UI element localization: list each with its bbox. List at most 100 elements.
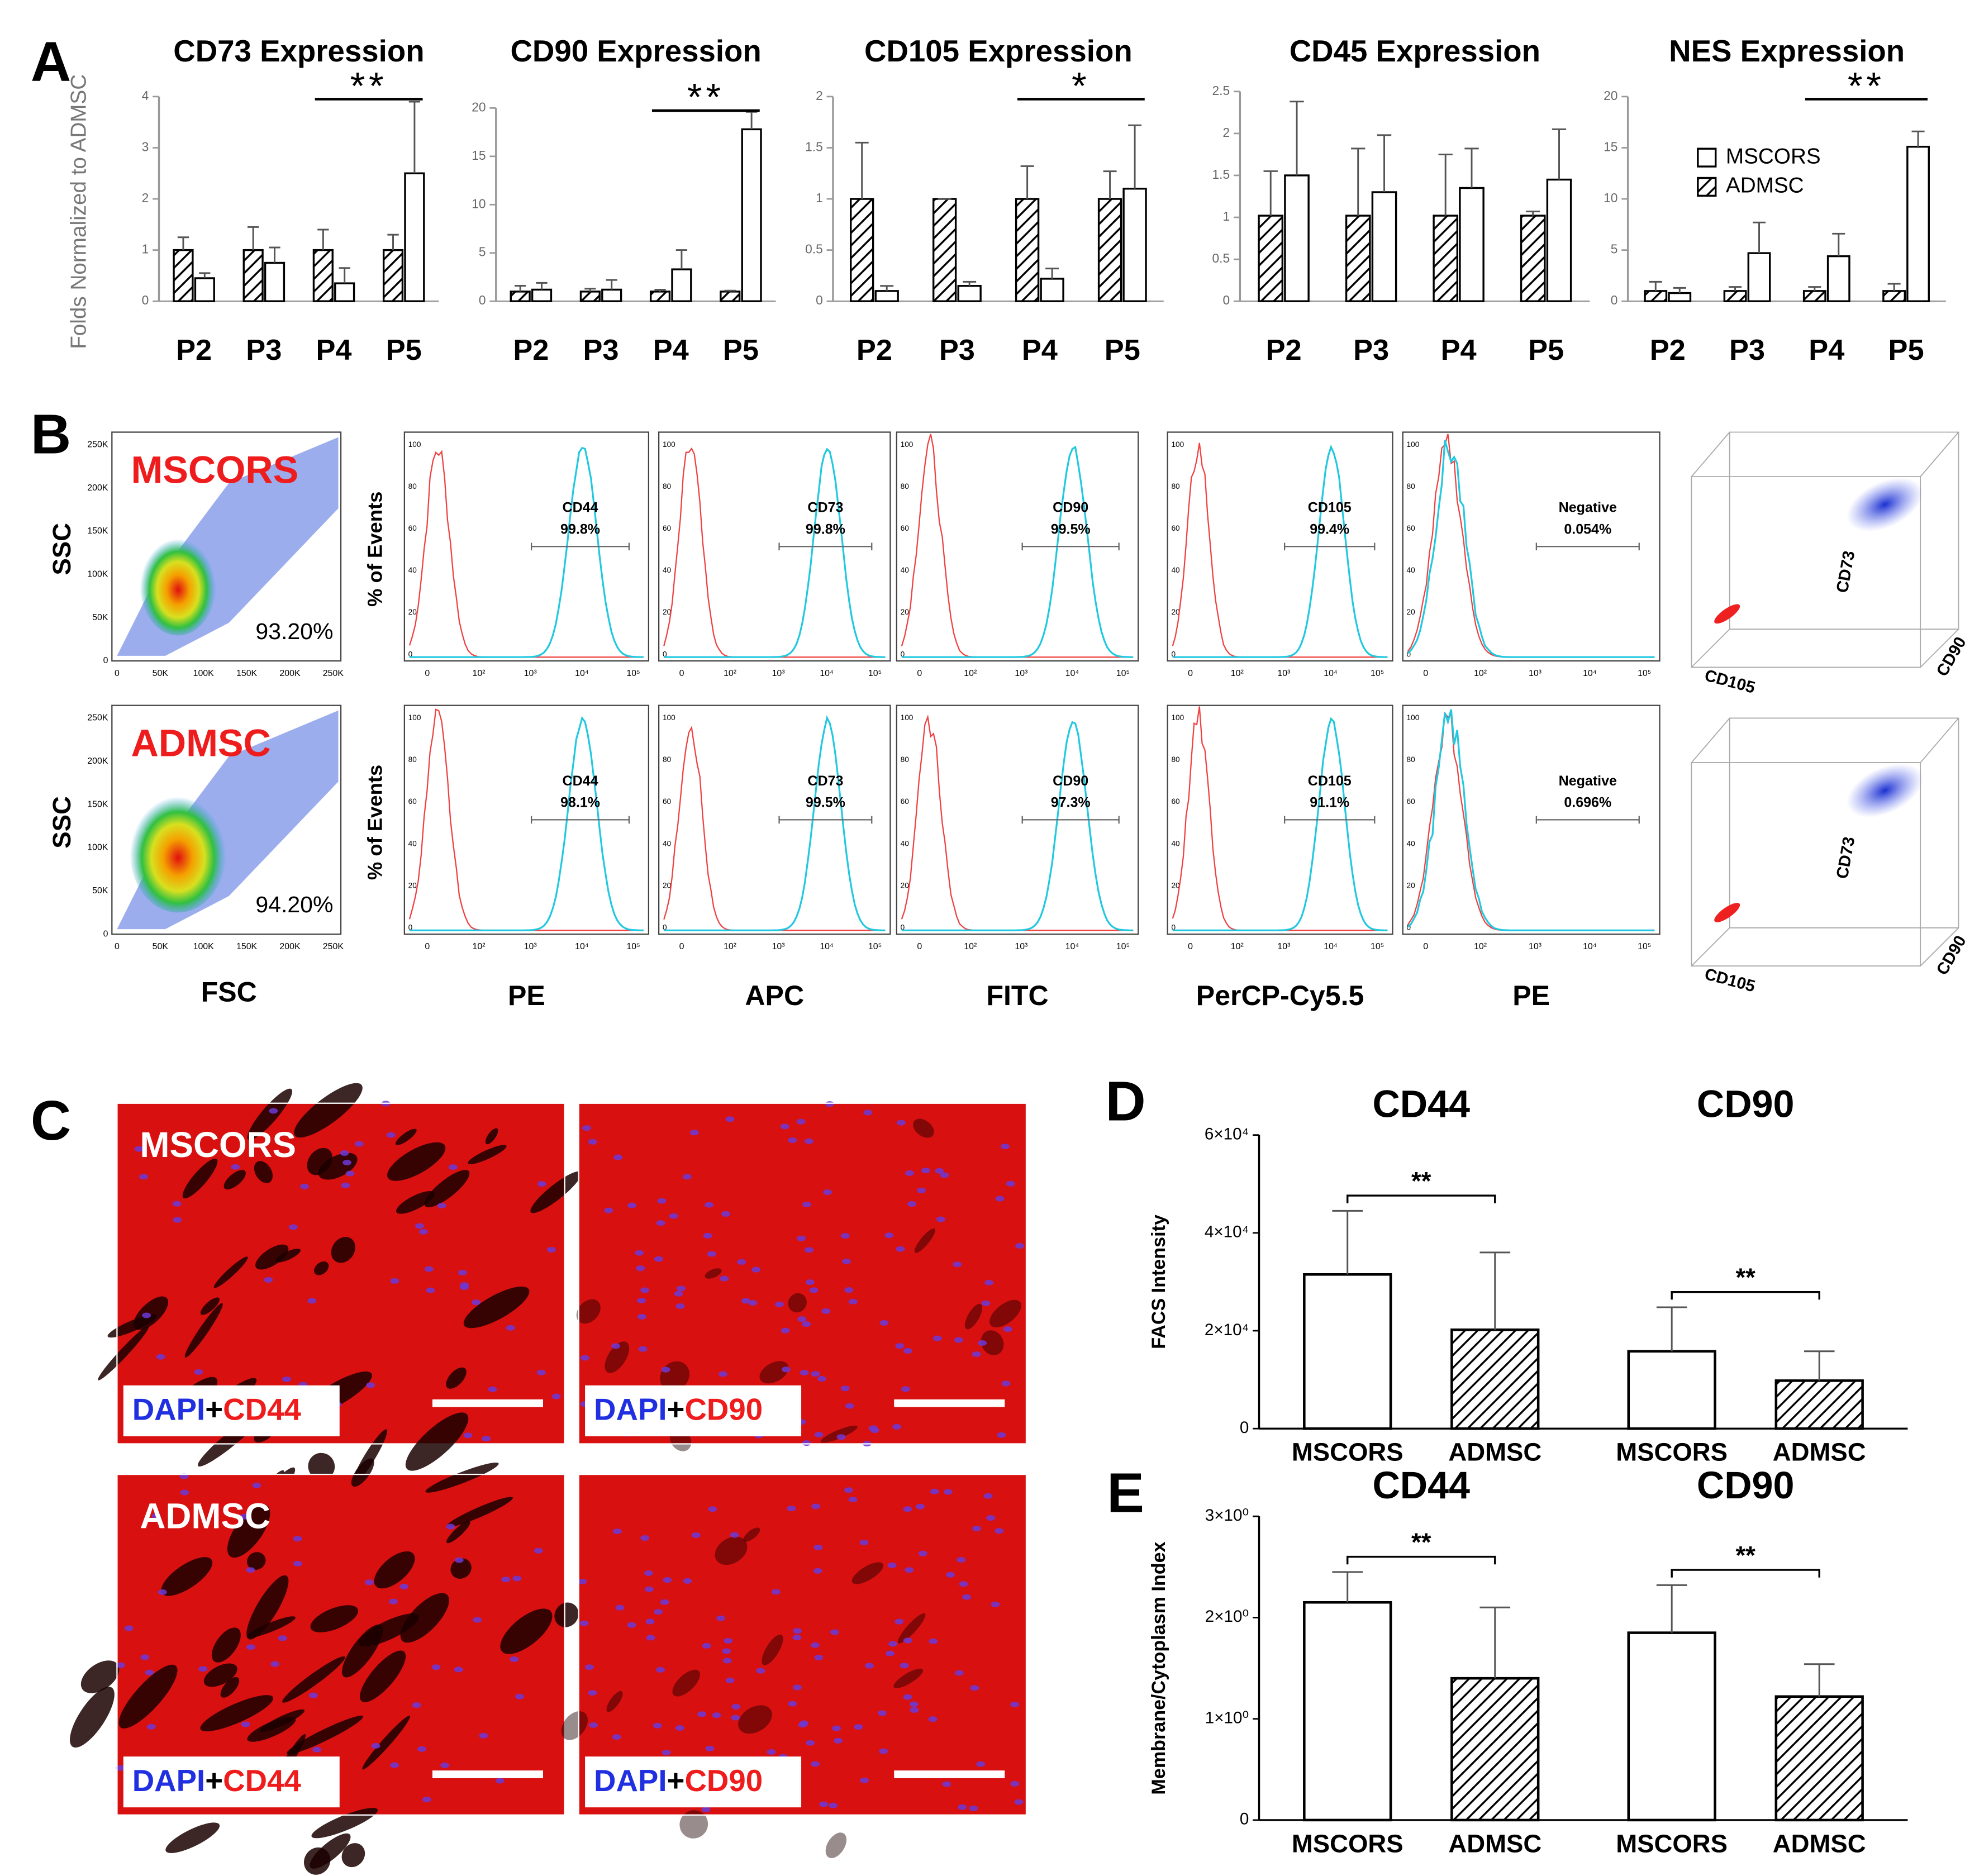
nucleus: [269, 1108, 278, 1114]
x-tick-label: ADMSC: [1773, 1829, 1866, 1858]
nucleus: [537, 1181, 546, 1187]
texture-gap: [715, 1536, 748, 1565]
nucleus: [972, 1526, 982, 1532]
nucleus: [716, 1615, 726, 1621]
marker-percent: 99.8%: [560, 521, 600, 537]
y-tick-label: 60: [1171, 797, 1180, 806]
bar: [1546, 178, 1572, 302]
error-bar: [515, 285, 526, 292]
y-tick-label: 60: [408, 524, 417, 532]
x-tick-label: 10⁴: [575, 942, 589, 951]
nucleus: [399, 1583, 409, 1589]
sample-label: ADMSC: [140, 1496, 270, 1536]
x-tick-label: 0: [1423, 669, 1428, 678]
significance-bracket: [1671, 1291, 1820, 1300]
nucleus: [840, 1232, 850, 1239]
x-tick-label: P2: [513, 334, 549, 366]
y-tick-label: 4: [142, 88, 149, 103]
texture-gap: [395, 1129, 417, 1145]
nucleus: [422, 1797, 431, 1803]
bar: [957, 285, 982, 302]
nucleus: [981, 1300, 991, 1306]
y-tick-label: 200K: [87, 483, 108, 493]
nucleus: [697, 1711, 707, 1717]
nucleus: [995, 1196, 1005, 1202]
marker-percent: 98.1%: [560, 794, 600, 810]
x-tick-label: 0: [679, 669, 684, 678]
y-tick-label: 2: [816, 88, 823, 103]
marker-percent: 0.696%: [1564, 794, 1611, 810]
cube-cluster: [1714, 903, 1740, 922]
nucleus: [172, 1201, 182, 1207]
nucleus: [390, 1762, 399, 1768]
significance-bracket: [1347, 1555, 1496, 1565]
nucleus: [463, 1432, 473, 1439]
error-bar: [880, 285, 894, 291]
gate-line: [1535, 542, 1640, 551]
y-tick-label: 60: [901, 797, 910, 806]
nucleus: [312, 1746, 322, 1753]
y-tick-label: 40: [408, 839, 417, 847]
nucleus: [645, 1618, 655, 1625]
positive-curve: [1172, 717, 1388, 931]
nucleus: [802, 1321, 811, 1327]
gate-line: [778, 542, 873, 551]
y-tick-label: 0: [142, 293, 149, 307]
nucleus: [454, 1667, 463, 1673]
marker-name: CD90: [1053, 500, 1088, 516]
y-tick-label: 80: [663, 482, 672, 491]
nucleus: [1010, 1701, 1020, 1707]
bar: [510, 291, 531, 302]
nucleus: [512, 1575, 522, 1582]
stain-join: +: [205, 1764, 223, 1798]
nucleus: [612, 1734, 621, 1740]
y-tick-label: 150K: [87, 526, 108, 536]
nucleus: [840, 1385, 850, 1392]
y-tick-label: 100: [663, 440, 675, 449]
y-tick-label: 100K: [87, 843, 108, 853]
y-axis-label: Folds Normalized to ADMSC: [67, 74, 91, 349]
texture-gap: [468, 1145, 507, 1164]
nucleus: [417, 1746, 427, 1752]
x-tick-label: P3: [939, 334, 975, 366]
error-bar: [1656, 1584, 1687, 1633]
texture-gap: [282, 1656, 345, 1703]
bar: [1015, 198, 1040, 302]
bar: [264, 261, 286, 302]
nucleus: [140, 1654, 150, 1660]
error-bar: [1351, 147, 1366, 216]
chart-title: CD73 Expression: [173, 34, 424, 68]
texture-gap: [275, 1249, 301, 1263]
x-tick-label: 10³: [1015, 669, 1027, 678]
nucleus: [636, 1265, 645, 1272]
x-tick-label: P3: [583, 334, 619, 366]
y-tick-label: 20: [408, 608, 417, 616]
x-tick-label: 150K: [236, 669, 258, 678]
nucleus: [669, 1213, 678, 1219]
texture-gap: [897, 1613, 926, 1644]
y-tick-label: 0: [103, 656, 108, 665]
nucleus: [921, 1168, 930, 1174]
positive-curve: [409, 446, 644, 658]
nucleus: [640, 1535, 650, 1541]
x-tick-label: P5: [1105, 334, 1140, 366]
error-bar: [1290, 101, 1304, 175]
nucleus: [917, 1187, 926, 1193]
nucleus: [792, 1635, 802, 1641]
stain-tag: [123, 1385, 340, 1436]
bar: [1627, 1631, 1716, 1822]
nucleus: [792, 1684, 802, 1691]
nucleus: [293, 1536, 302, 1542]
nucleus: [386, 1132, 396, 1138]
x-tick-label: 10⁴: [1583, 942, 1597, 951]
marker-percent: 99.5%: [1051, 521, 1091, 537]
x-tick-label: ADMSC: [1448, 1438, 1541, 1466]
error-bar: [1020, 165, 1034, 199]
bar: [1826, 255, 1850, 302]
nucleus: [288, 1224, 298, 1230]
texture-gap: [246, 1552, 266, 1570]
gate-line: [1283, 542, 1376, 551]
nucleus: [814, 1654, 824, 1660]
nucleus: [731, 1703, 741, 1710]
y-axis-label: Membrane/Cytoplasm Index: [1148, 1541, 1169, 1794]
